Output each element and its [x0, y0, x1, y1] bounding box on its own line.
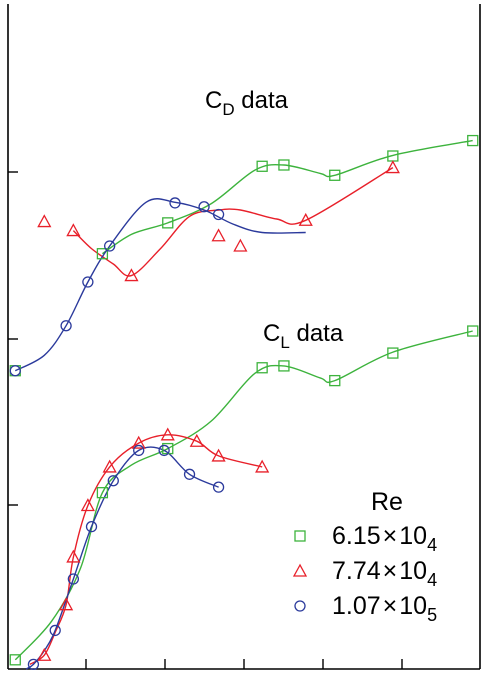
cd-series-0-point-1: [96, 248, 109, 260]
cd-series-1-point-5: [298, 212, 313, 226]
series-curves: [14, 139, 473, 670]
cd-series-2-point-2: [82, 276, 94, 288]
cd-series-2-point-3: [104, 240, 116, 252]
cd-series-1-point-6: [385, 160, 400, 174]
legend-circle-marker: [294, 600, 306, 612]
legend-triangle-marker: [292, 563, 308, 577]
cl-series-0-point-0: [9, 654, 21, 666]
cl-series-1-point-1: [58, 597, 74, 611]
cd-series-1-line: [72, 167, 394, 277]
cl-series-1-point-8: [211, 448, 226, 462]
cd-series-2-point-6: [212, 208, 225, 221]
plot-frame: [7, 4, 481, 670]
cd-series-0-point-2: [162, 217, 174, 229]
legend-item-label: 1.07×105: [332, 592, 437, 625]
cl-series-2-point-2: [67, 573, 80, 585]
cd-series-0-point-7: [467, 134, 479, 147]
legend-item: 6.15×104: [294, 522, 437, 555]
cd-series-0-point-5: [329, 169, 341, 181]
cl-series-1-point-4: [102, 459, 117, 473]
legend-item: 1.07×105: [294, 592, 437, 625]
cl-series-1-point-0: [37, 647, 52, 661]
cd-series-2-point-5: [198, 201, 210, 213]
cd-series-1-point-2: [124, 268, 139, 282]
cl-series-2-point-6: [158, 444, 170, 457]
cd-series-1-point-0: [37, 214, 52, 228]
cl-annotation: CL data: [263, 320, 344, 352]
cd-series-0-point-4: [278, 159, 290, 171]
cl-series-1-point-5: [131, 435, 146, 449]
cl-series-0-point-3: [256, 362, 268, 374]
legend-title: Re: [371, 488, 403, 516]
cd-series-1-point-4: [233, 238, 248, 252]
cd-series-2-point-4: [169, 197, 181, 209]
cl-series-2-point-4: [107, 475, 119, 487]
cl-series-0-point-4: [278, 360, 290, 372]
cd-series-2-line: [14, 198, 306, 372]
cl-series-2-point-8: [212, 481, 225, 493]
cl-series-0-point-1: [96, 487, 109, 499]
cl-series-0-point-5: [329, 374, 341, 387]
legend-square-marker: [294, 530, 306, 542]
cl-series-0-point-7: [467, 325, 479, 337]
cl-series-2-point-0: [27, 658, 40, 671]
cd-series-0-line: [102, 139, 473, 255]
cl-series-2-point-7: [183, 468, 196, 480]
legend-item: 7.74×104: [292, 557, 437, 590]
cl-series-1-line: [29, 434, 263, 666]
cl-series-1-point-3: [80, 498, 95, 512]
cd-series-1-point-1: [66, 223, 81, 237]
cl-series-2-point-1: [49, 624, 61, 637]
legend-item-label: 7.74×104: [332, 557, 437, 590]
cd-series-0-point-3: [256, 160, 268, 172]
series-markers: [9, 134, 479, 671]
cl-series-2-point-5: [133, 444, 145, 457]
cl-series-1-point-2: [66, 549, 81, 563]
cl-series-1-point-6: [160, 427, 175, 441]
cd-annotation: CD data: [205, 87, 289, 119]
cd-series-2-point-1: [60, 320, 72, 332]
cl-series-0-point-6: [387, 347, 399, 359]
cd-series-1-point-3: [211, 228, 226, 242]
legend-item-label: 6.15×104: [332, 522, 437, 555]
cl-series-1-point-7: [189, 433, 204, 447]
cd-series-2-point-0: [9, 365, 21, 377]
cl-series-1-point-9: [255, 459, 270, 473]
cl-series-2-point-3: [85, 520, 98, 533]
